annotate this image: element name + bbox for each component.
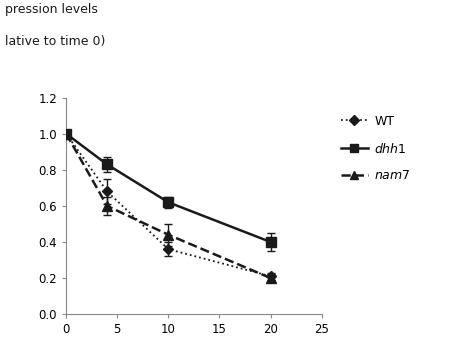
Text: pression levels: pression levels (5, 3, 97, 16)
Legend: WT, $dhh1$, $nam7$: WT, $dhh1$, $nam7$ (341, 115, 411, 182)
Text: lative to time 0): lative to time 0) (5, 35, 105, 48)
